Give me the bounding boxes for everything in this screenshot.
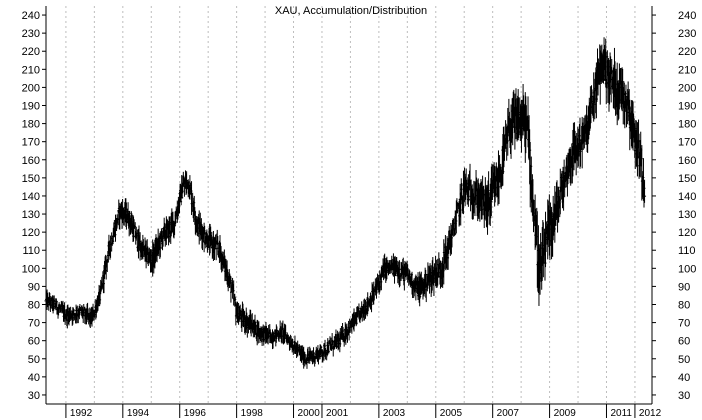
year-label-2003: 2003 bbox=[383, 408, 406, 419]
left-y-tick-label: 90 bbox=[28, 281, 40, 293]
right-y-tick-label: 40 bbox=[678, 372, 690, 384]
left-y-tick-label: 180 bbox=[22, 119, 40, 131]
year-label-2001: 2001 bbox=[326, 408, 349, 419]
right-y-tick-label: 160 bbox=[678, 155, 696, 167]
left-y-tick-label: 200 bbox=[22, 82, 40, 94]
right-y-tick-label: 200 bbox=[678, 82, 696, 94]
axes-layer: 30 30 40 40 50 50 60 60 70 70 80 80 90 90 100 100 110 110… bbox=[22, 6, 696, 419]
year-label-1998: 1998 bbox=[241, 408, 264, 419]
year-label-2007: 2007 bbox=[497, 408, 520, 419]
right-y-tick-label: 150 bbox=[678, 173, 696, 185]
left-y-tick-label: 220 bbox=[22, 46, 40, 58]
right-y-tick-label: 120 bbox=[678, 227, 696, 239]
left-y-tick-label: 130 bbox=[22, 209, 40, 221]
year-label-2012: 2012 bbox=[639, 408, 662, 419]
right-y-tick-label: 50 bbox=[678, 354, 690, 366]
year-label-2009: 2009 bbox=[554, 408, 577, 419]
price-bars bbox=[44, 37, 647, 369]
right-y-tick-label: 60 bbox=[678, 336, 690, 348]
left-y-tick-label: 140 bbox=[22, 191, 40, 203]
right-y-tick-label: 100 bbox=[678, 263, 696, 275]
right-y-tick-label: 130 bbox=[678, 209, 696, 221]
ohlc-bar bbox=[136, 245, 140, 252]
left-y-tick-label: 120 bbox=[22, 227, 40, 239]
left-y-tick-label: 210 bbox=[22, 64, 40, 76]
right-y-tick-label: 110 bbox=[678, 245, 696, 257]
year-label-2000: 2000 bbox=[298, 408, 321, 419]
left-y-tick-label: 190 bbox=[22, 101, 40, 113]
left-y-tick-label: 40 bbox=[28, 372, 40, 384]
right-y-tick-label: 140 bbox=[678, 191, 696, 203]
left-y-tick-label: 110 bbox=[22, 245, 40, 257]
left-y-tick-label: 30 bbox=[28, 390, 40, 402]
year-label-2005: 2005 bbox=[440, 408, 463, 419]
left-y-tick-label: 240 bbox=[22, 10, 40, 22]
year-label-1994: 1994 bbox=[127, 408, 150, 419]
left-y-tick-label: 100 bbox=[22, 263, 40, 275]
left-y-tick-label: 60 bbox=[28, 336, 40, 348]
left-y-tick-label: 160 bbox=[22, 155, 40, 167]
year-label-1992: 1992 bbox=[70, 408, 93, 419]
right-y-tick-label: 210 bbox=[678, 64, 696, 76]
right-y-tick-label: 190 bbox=[678, 101, 696, 113]
right-y-tick-label: 220 bbox=[678, 46, 696, 58]
year-label-2011: 2011 bbox=[610, 408, 632, 419]
year-label-1996: 1996 bbox=[184, 408, 207, 419]
ohlc-bar bbox=[643, 179, 647, 203]
left-y-tick-label: 150 bbox=[22, 173, 40, 185]
left-y-tick-label: 80 bbox=[28, 300, 40, 312]
right-y-tick-label: 230 bbox=[678, 28, 696, 40]
right-y-tick-label: 170 bbox=[678, 137, 696, 149]
right-y-tick-label: 180 bbox=[678, 119, 696, 131]
chart-title: XAU, Accumulation/Distribution bbox=[275, 5, 427, 17]
right-y-tick-label: 30 bbox=[678, 390, 690, 402]
left-y-tick-label: 230 bbox=[22, 28, 40, 40]
right-y-tick-label: 80 bbox=[678, 300, 690, 312]
left-y-tick-label: 70 bbox=[28, 318, 40, 330]
left-y-tick-label: 50 bbox=[28, 354, 40, 366]
right-y-tick-label: 70 bbox=[678, 318, 690, 330]
right-y-tick-label: 90 bbox=[678, 281, 690, 293]
left-y-tick-label: 170 bbox=[22, 137, 40, 149]
right-y-tick-label: 240 bbox=[678, 10, 696, 22]
